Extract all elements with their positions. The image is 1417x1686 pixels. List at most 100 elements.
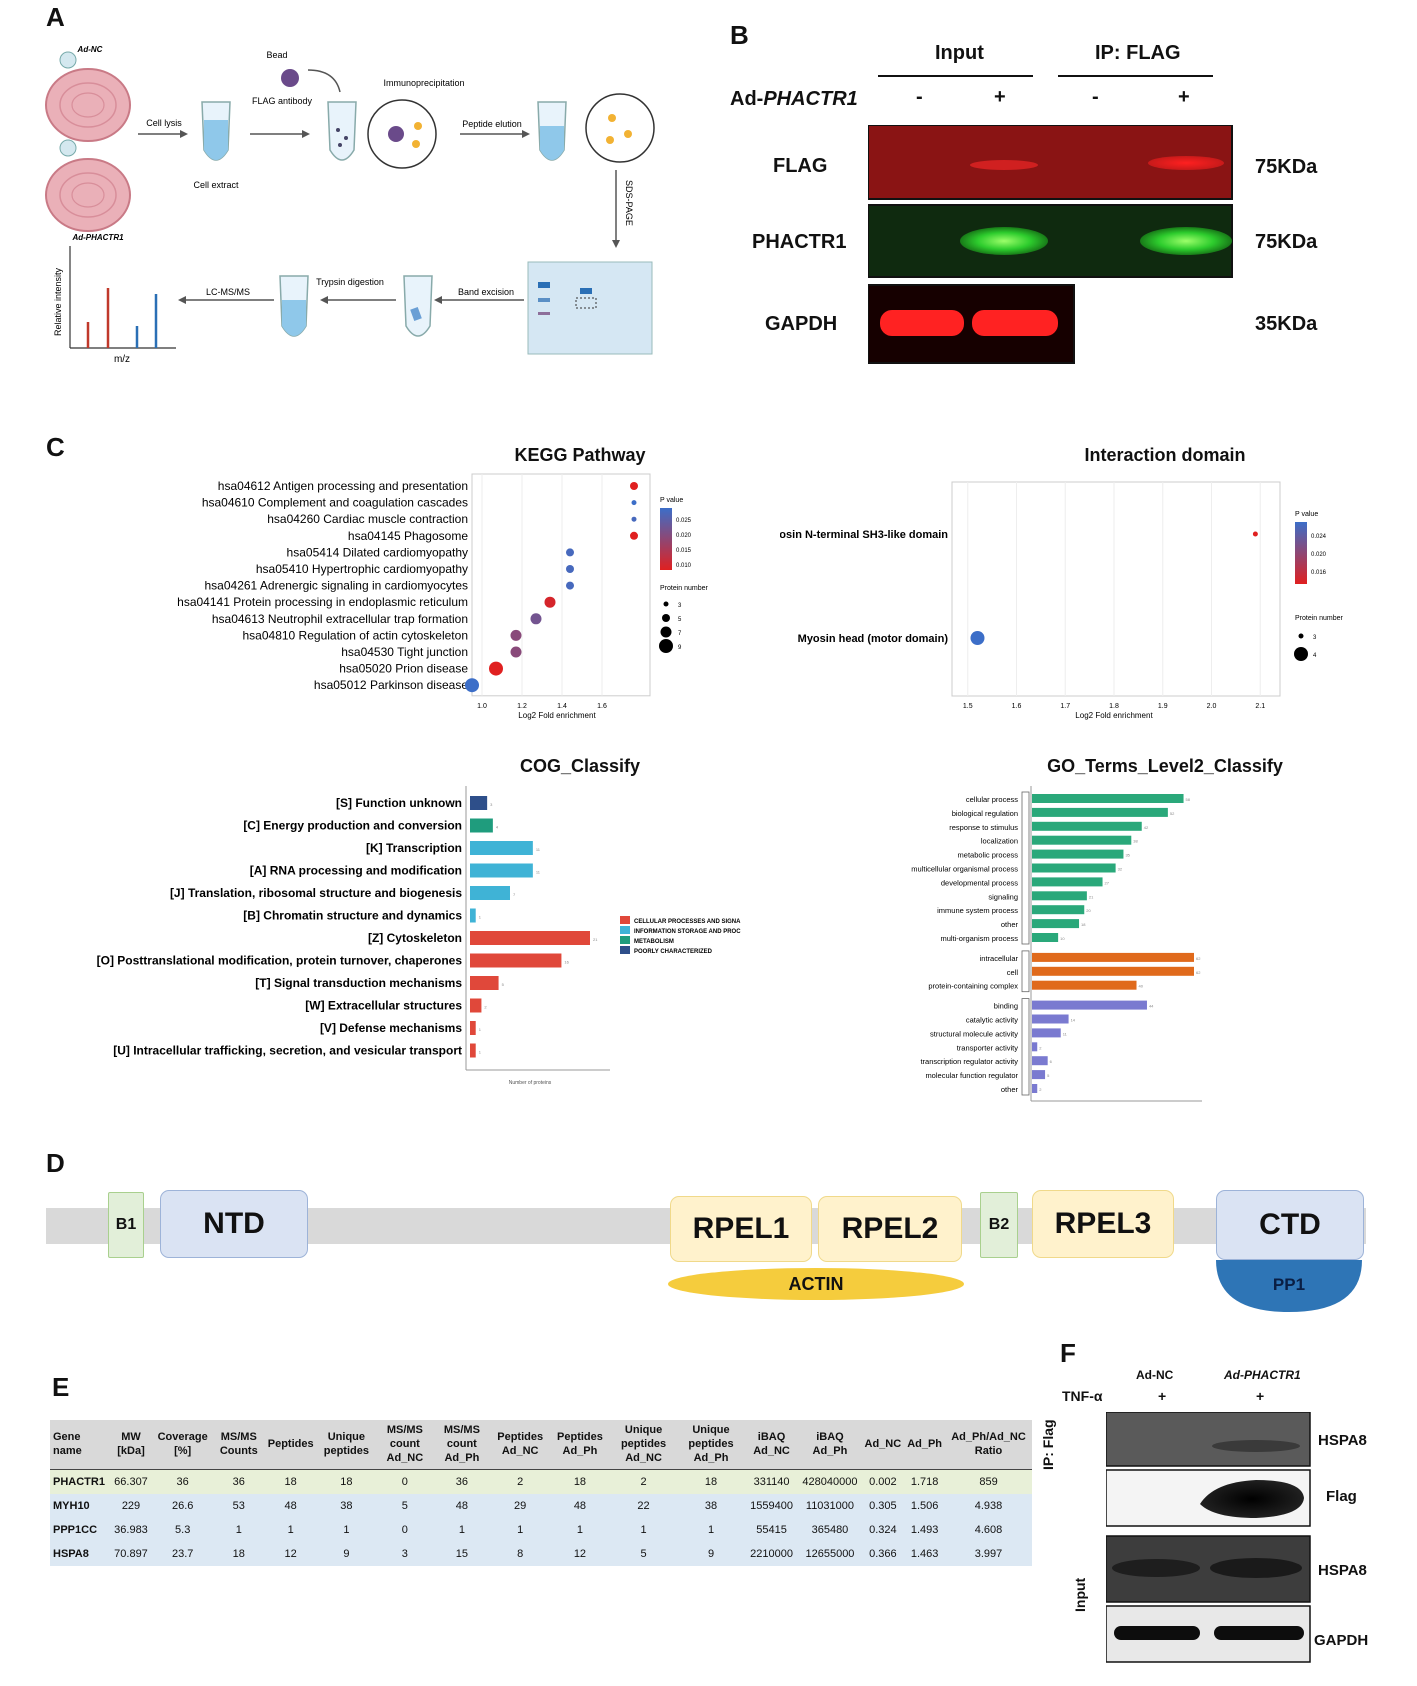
- go-value-5: 32: [1118, 867, 1123, 872]
- go-bar-14: [1032, 1000, 1147, 1010]
- interaction-x-tick-6: 2.1: [1255, 703, 1265, 710]
- go-bar-19: [1032, 1070, 1046, 1080]
- panel-label-d: D: [46, 1148, 65, 1178]
- go-label-18: transcription regulator activity: [920, 1057, 1018, 1066]
- table-cell: 38: [677, 1494, 745, 1519]
- go-bar-9: [1032, 919, 1080, 929]
- table-cell: 1: [677, 1518, 745, 1543]
- blot-phactr1: [868, 204, 1233, 278]
- label-bead: Bead: [266, 50, 287, 60]
- tube-eluate: [537, 101, 567, 161]
- table-cell: 55415: [744, 1518, 799, 1543]
- lane-sign-1: -: [916, 86, 923, 108]
- interaction-point-1: [970, 631, 985, 645]
- table-header-ibaq-ad-ph: iBAQ Ad_Ph: [798, 1420, 862, 1471]
- table-cell: 3: [376, 1542, 434, 1567]
- label-flag-antibody: FLAG antibody: [252, 96, 313, 106]
- cog-title: COG_Classify: [519, 756, 641, 776]
- go-label-14: binding: [994, 1002, 1018, 1011]
- go-label-19: molecular function regulator: [925, 1071, 1018, 1080]
- kegg-legend-n-dot-1: [662, 614, 670, 622]
- table-cell: 4.938: [945, 1494, 1032, 1519]
- f-header-ad-phactr1: Ad-PHACTR1: [1224, 1368, 1301, 1382]
- go-value-9: 18: [1081, 922, 1086, 927]
- kegg-legend-p-tick-0: 0.025: [676, 518, 692, 524]
- table-header-ms-ms-count-ad-ph: MS/MS count Ad_Ph: [433, 1420, 491, 1471]
- cog-legend-swatch-3: [620, 946, 630, 954]
- go-bar-16: [1032, 1028, 1061, 1038]
- table-cell: 12655000: [798, 1542, 862, 1567]
- table-cell: HSPA8: [50, 1542, 110, 1567]
- interaction-legend-n-dot-0: [1298, 633, 1304, 639]
- kegg-legend-n-dot-2: [660, 626, 672, 638]
- underline-input: [878, 75, 1033, 77]
- go-bar-1: [1032, 807, 1168, 817]
- kegg-label-2: hsa04260 Cardiac muscle contraction: [267, 512, 468, 526]
- table-cell: 1: [433, 1518, 491, 1543]
- interaction-chart: 1.5 1.6 1.7 1.8 1.9 2.0 2.1 Log2 Fold enrichmen…: [780, 481, 1344, 720]
- table-cell: 1.493: [904, 1518, 946, 1543]
- table-cell: 22: [609, 1494, 678, 1519]
- table-cell: 365480: [798, 1518, 862, 1543]
- domain-rpel1: RPEL1: [670, 1196, 812, 1262]
- f-blot-label-gapdh: GAPDH: [1314, 1632, 1369, 1649]
- table-header-gene-name: Gene name: [50, 1420, 110, 1471]
- cog-value-6: 21: [593, 937, 598, 942]
- table-cell: 4.608: [945, 1518, 1032, 1543]
- cog-legend-swatch-0: [620, 916, 630, 924]
- go-label-11: intracellular: [980, 954, 1019, 963]
- cog-label-11: [U] Intracellular trafficking, secretion…: [113, 1044, 462, 1058]
- cog-bar-7: [470, 953, 562, 968]
- go-bar-17: [1032, 1042, 1038, 1052]
- domain-b2: B2: [980, 1192, 1018, 1258]
- table-cell: 12: [550, 1542, 610, 1567]
- go-value-0: 58: [1186, 797, 1191, 802]
- kegg-point-6: [566, 581, 574, 590]
- go-value-6: 27: [1105, 880, 1110, 885]
- interaction-x-tick-0: 1.5: [963, 703, 973, 710]
- lane-sign-2: +: [994, 86, 1006, 108]
- kegg-x-tick-3: 1.6: [597, 703, 607, 710]
- cog-legend-swatch-2: [620, 936, 630, 944]
- table-cell: 53: [212, 1494, 265, 1519]
- go-value-2: 42: [1144, 825, 1149, 830]
- table-header-peptides-ad-ph: Peptides Ad_Ph: [550, 1420, 610, 1471]
- kegg-legend-p-bar: [660, 508, 672, 570]
- go-group-bracket-mf: [1021, 998, 1030, 1096]
- interaction-point-0: [1252, 531, 1258, 537]
- table-header-ms-ms-counts: MS/MS Counts: [212, 1420, 265, 1471]
- table-cell: 15: [433, 1542, 491, 1567]
- cog-bar-4: [470, 886, 510, 900]
- interaction-legend-p-tick-2: 0.016: [1311, 570, 1327, 576]
- go-value-12: 62: [1196, 970, 1201, 975]
- interaction-legend-n-tick-1: 4: [1313, 653, 1317, 659]
- petri-dish-ad-phactr1: [45, 158, 131, 232]
- blot-images-b: [868, 125, 1233, 364]
- kegg-label-3: hsa04145 Phagosome: [348, 529, 468, 543]
- go-value-7: 21: [1089, 894, 1094, 899]
- table-cell: 9: [316, 1542, 377, 1567]
- label-ad-phactr1: Ad-PHACTR1: [71, 233, 124, 242]
- kegg-legend-n-tick-0: 3: [678, 603, 682, 609]
- label-relative-intensity: Relative intensity: [53, 267, 63, 336]
- label-trypsin-digestion-1: Trypsin digestion: [316, 277, 384, 287]
- lane-sign-3: -: [1092, 86, 1099, 108]
- kegg-point-8: [530, 613, 542, 625]
- table-cell: 18: [316, 1469, 377, 1495]
- kegg-x-tick-2: 1.4: [557, 703, 567, 710]
- cog-label-5: [B] Chromatin structure and dynamics: [243, 909, 462, 923]
- go-bar-10: [1032, 933, 1059, 942]
- table-cell: 23.7: [152, 1542, 213, 1567]
- tube-digest: [279, 275, 309, 337]
- cog-label-0: [S] Function unknown: [336, 796, 462, 810]
- pp1-binding-region: [1216, 1260, 1362, 1312]
- cog-value-7: 16: [564, 960, 569, 965]
- table-cell: 0.324: [861, 1518, 905, 1543]
- go-bar-13: [1032, 980, 1137, 990]
- panel-label-b: B: [730, 20, 749, 50]
- domain-ctd: CTD: [1216, 1190, 1364, 1260]
- go-label-15: catalytic activity: [966, 1016, 1018, 1025]
- blot-label-gapdh: GAPDH: [765, 313, 838, 335]
- go-bar-11: [1032, 952, 1194, 962]
- kegg-label-0: hsa04612 Antigen processing and presenta…: [218, 479, 468, 493]
